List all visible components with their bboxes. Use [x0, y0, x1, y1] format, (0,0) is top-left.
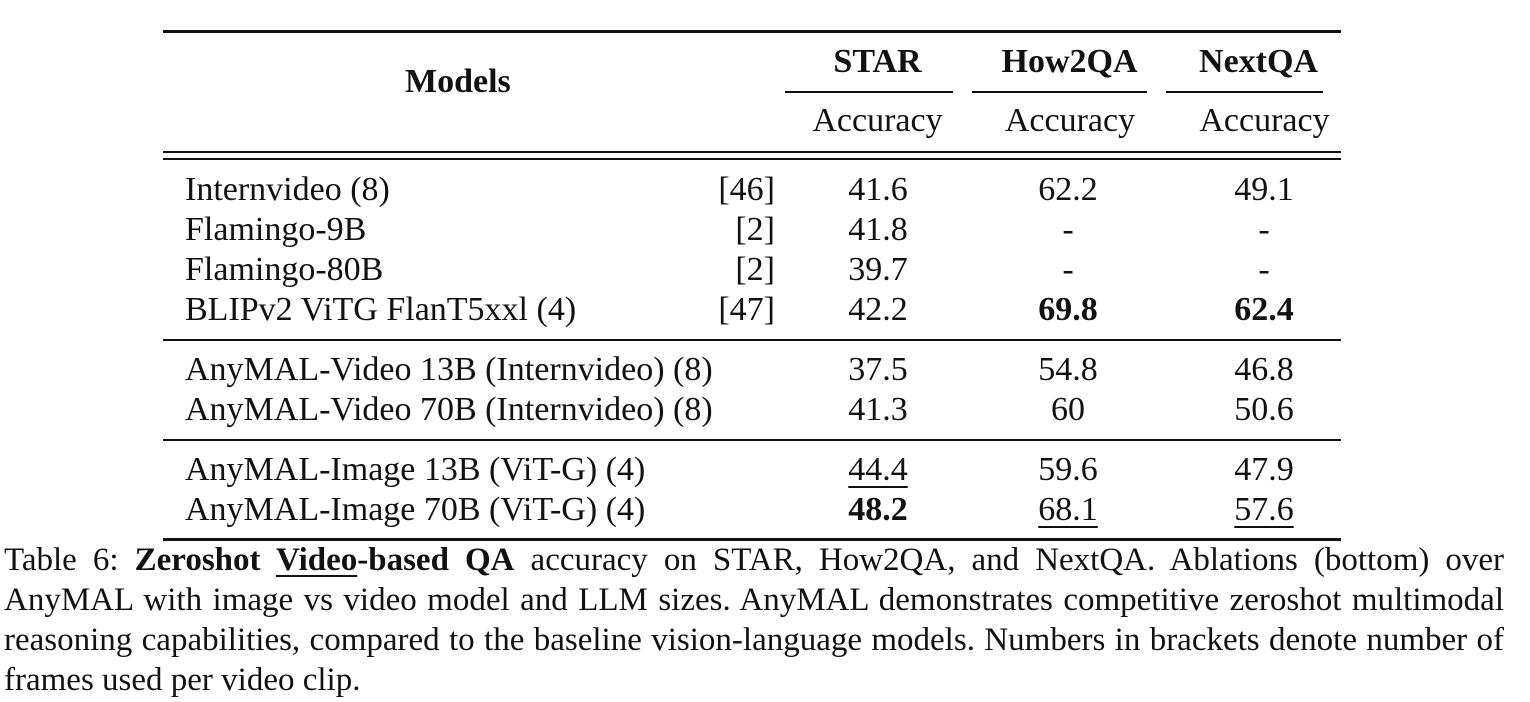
star-value: 41.6 — [848, 171, 908, 208]
model-name: Internvideo (8) — [185, 171, 390, 208]
star-metric-header: Accuracy — [812, 102, 943, 139]
bottom-rule — [163, 538, 1341, 541]
section-rule-2 — [163, 439, 1341, 441]
star-group-rule — [785, 91, 953, 93]
caption-title-part-1: Zeroshot — [134, 542, 261, 578]
star-header: STAR — [833, 43, 922, 80]
model-name: AnyMAL-Image 13B (ViT-G) (4) — [185, 451, 646, 488]
nextqa-value: - — [1258, 251, 1270, 288]
model-name: AnyMAL-Video 70B (Internvideo) (8) — [185, 391, 713, 428]
how2qa-value: 59.6 — [1038, 451, 1098, 488]
top-rule — [163, 30, 1341, 33]
star-value: 41.8 — [848, 211, 908, 248]
star-value: 39.7 — [848, 251, 908, 288]
nextqa-value: - — [1258, 211, 1270, 248]
how2qa-value: - — [1062, 211, 1074, 248]
model-name: BLIPv2 ViTG FlanT5xxl (4) — [185, 291, 577, 328]
underlined-value: 68.1 — [1038, 491, 1098, 528]
models-header: Models — [405, 63, 511, 100]
table-caption: Table 6: Zeroshot Video-based QA accurac… — [4, 540, 1504, 700]
section-rule-1 — [163, 339, 1341, 341]
caption-body: accuracy on STAR, How2QA, and NextQA. Ab… — [4, 542, 1505, 698]
header-double-rule-top — [163, 151, 1341, 153]
nextqa-metric-header: Accuracy — [1199, 102, 1330, 139]
underlined-value: 57.6 — [1234, 491, 1294, 528]
model-name: AnyMAL-Image 70B (ViT-G) (4) — [185, 491, 646, 528]
how2qa-group-rule — [972, 91, 1147, 93]
caption-title-part-3: -based QA — [357, 542, 515, 578]
model-name: Flamingo-9B — [185, 211, 367, 248]
how2qa-metric-header: Accuracy — [1004, 102, 1136, 139]
how2qa-header: How2QA — [1001, 43, 1138, 80]
citation: [46] — [718, 171, 775, 208]
model-name: Flamingo-80B — [185, 251, 384, 288]
star-value-second: 44.4 — [818, 450, 938, 490]
nextqa-value-second: 57.6 — [1204, 490, 1324, 530]
how2qa-value-best: 69.8 — [1038, 291, 1098, 328]
how2qa-value: 60 — [1051, 391, 1085, 428]
nextqa-value: 47.9 — [1234, 451, 1294, 488]
how2qa-value-second: 68.1 — [1008, 490, 1128, 530]
citation: [47] — [718, 291, 775, 328]
citation: [2] — [735, 211, 775, 248]
citation: [2] — [735, 251, 775, 288]
caption-title: Zeroshot Video-based QA — [135, 542, 515, 578]
nextqa-value-best: 62.4 — [1234, 291, 1294, 328]
star-value: 42.2 — [848, 291, 908, 328]
star-value: 41.3 — [848, 391, 908, 428]
underlined-value: 44.4 — [848, 451, 908, 488]
nextqa-value: 49.1 — [1234, 171, 1294, 208]
caption-label: Table 6: — [4, 542, 119, 578]
nextqa-value: 50.6 — [1234, 391, 1294, 428]
star-value-best: 48.2 — [848, 491, 908, 528]
model-name: AnyMAL-Video 13B (Internvideo) (8) — [185, 351, 713, 388]
how2qa-value: 54.8 — [1038, 351, 1098, 388]
how2qa-value: - — [1062, 251, 1074, 288]
nextqa-value: 46.8 — [1234, 351, 1294, 388]
star-value: 37.5 — [848, 351, 908, 388]
how2qa-value: 62.2 — [1038, 171, 1098, 208]
header-double-rule-bottom — [163, 158, 1341, 160]
nextqa-header: NextQA — [1199, 43, 1318, 80]
caption-title-part-2: Video — [275, 542, 358, 578]
nextqa-group-rule — [1166, 91, 1323, 93]
